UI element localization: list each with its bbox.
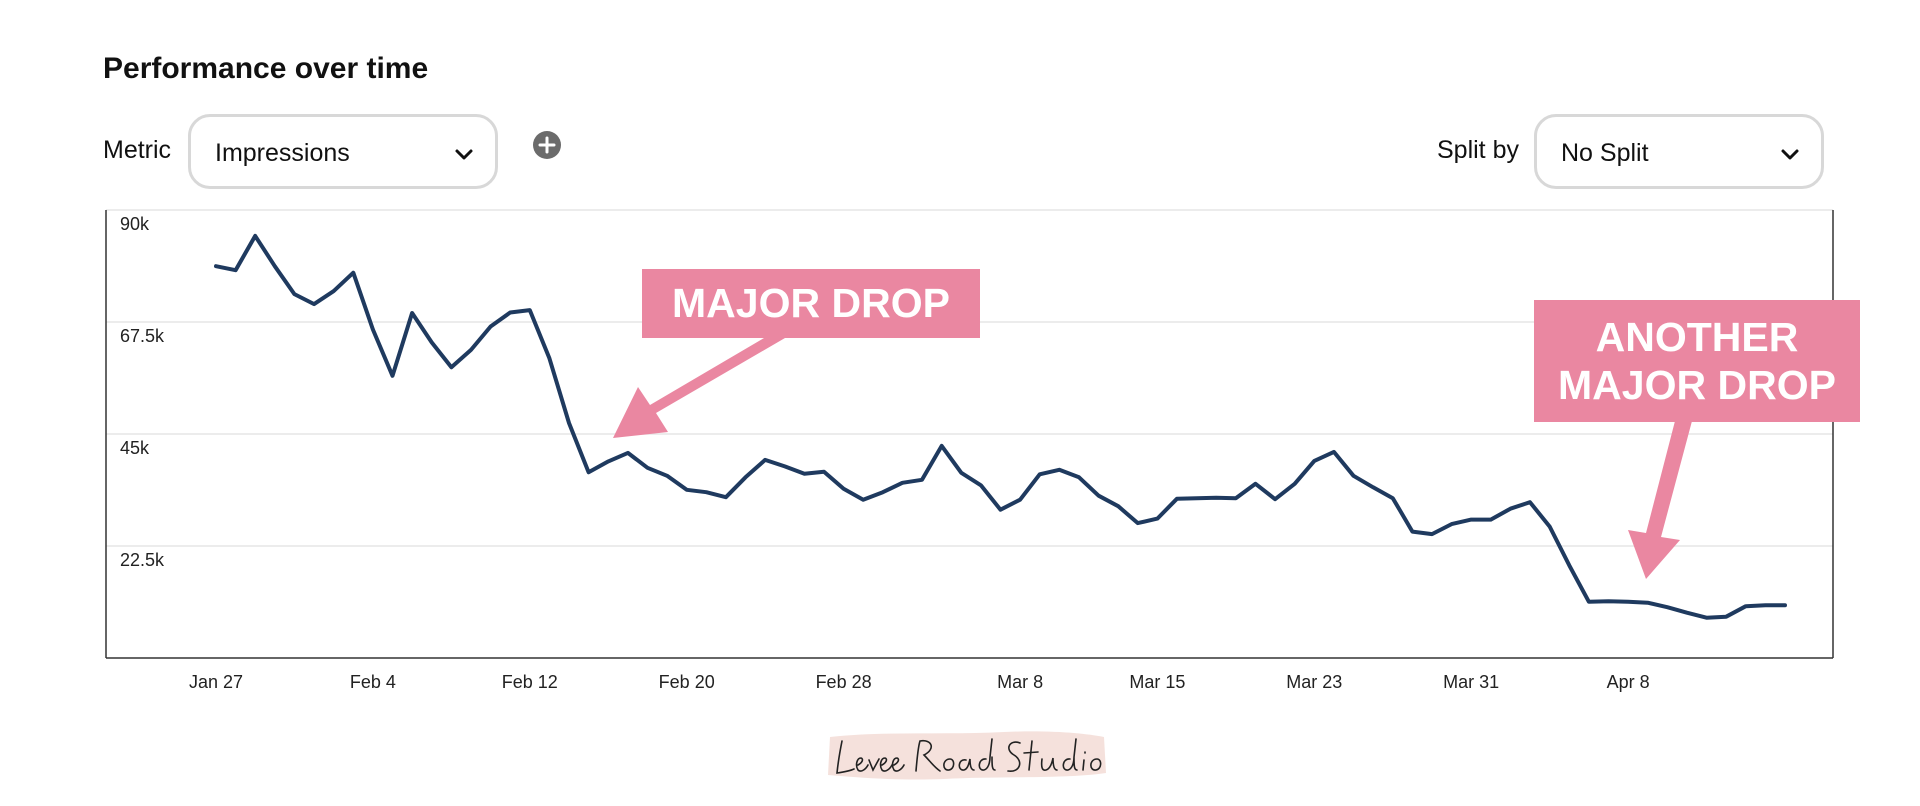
x-tick-label: Feb 28 (816, 672, 872, 692)
arrow-to-first-drop (613, 338, 785, 438)
callout-line-2: MAJOR DROP (1558, 362, 1836, 408)
x-tick-label: Mar 23 (1286, 672, 1342, 692)
chevron-down-icon (1781, 149, 1799, 160)
y-tick-label: 45k (120, 438, 150, 458)
metric-dropdown[interactable]: Impressions (188, 114, 498, 189)
x-axis-ticks: Jan 27 Feb 4 Feb 12 Feb 20 Feb 28 Mar 8 Mar 15… (189, 672, 1650, 692)
x-tick-label: Mar 31 (1443, 672, 1499, 692)
x-tick-label: Feb 4 (350, 672, 396, 692)
levee-road-studio-logo (828, 731, 1106, 780)
callout-line-1: ANOTHER (1595, 314, 1799, 360)
impressions-series (214, 233, 1787, 620)
split-by-dropdown-value: No Split (1561, 139, 1649, 167)
y-tick-label: 67.5k (120, 326, 165, 346)
chart-frame (105, 210, 1834, 659)
x-tick-label: Jan 27 (189, 672, 243, 692)
split-by-label: Split by (1437, 136, 1519, 164)
annotation-arrows (613, 338, 1692, 579)
x-tick-label: Feb 12 (502, 672, 558, 692)
x-tick-label: Apr 8 (1607, 672, 1650, 692)
plus-circle-icon[interactable] (532, 130, 562, 160)
major-drop-callout: MAJOR DROP (642, 269, 980, 338)
x-tick-label: Feb 20 (659, 672, 715, 692)
chart-title: Performance over time (103, 52, 429, 85)
y-axis-ticks: 90k 67.5k 45k 22.5k (120, 214, 165, 570)
x-tick-label: Mar 8 (997, 672, 1043, 692)
x-tick-label: Mar 15 (1129, 672, 1185, 692)
another-major-drop-callout: ANOTHER MAJOR DROP (1534, 300, 1860, 422)
split-by-dropdown[interactable]: No Split (1534, 114, 1824, 189)
arrow-to-second-drop (1628, 421, 1692, 579)
y-tick-label: 90k (120, 214, 150, 234)
metric-label: Metric (103, 136, 172, 164)
metric-dropdown-value: Impressions (215, 139, 350, 167)
series-line (214, 233, 1787, 620)
chevron-down-icon (455, 149, 473, 160)
y-tick-label: 22.5k (120, 550, 165, 570)
